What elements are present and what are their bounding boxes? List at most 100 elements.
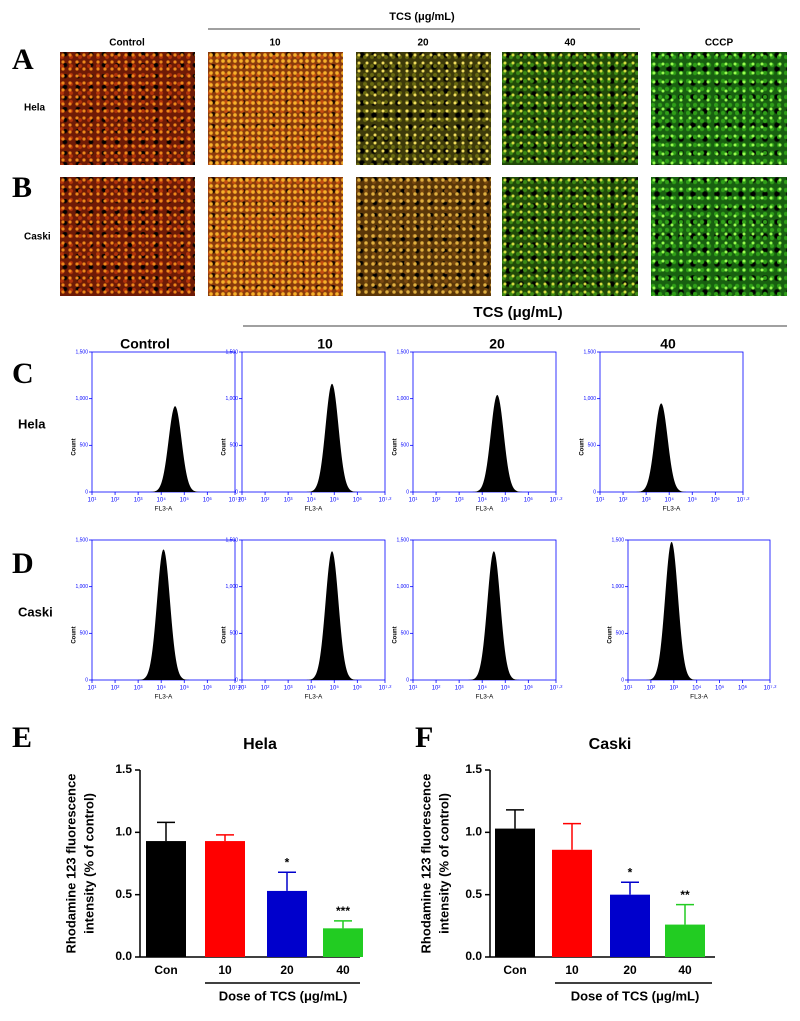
x-tick-label: 10²: [619, 498, 628, 504]
y-tick-label: 1,000: [396, 396, 409, 402]
y-tick-label: 500: [80, 443, 89, 449]
x-tick-label: 10⁷·²: [379, 685, 392, 692]
y-tick-label: 0.5: [115, 887, 132, 901]
bar: [495, 828, 535, 957]
x-tick-label: 10³: [455, 686, 464, 692]
y-tick-label: 500: [230, 631, 239, 637]
x-tick-label: 40: [678, 963, 692, 977]
x-tick-label: 10³: [134, 498, 143, 504]
x-tick-label: 10⁶: [524, 497, 534, 504]
x-tick-label: 10⁵: [688, 497, 698, 504]
histogram: [304, 383, 360, 492]
x-tick-label: 10⁷·²: [550, 497, 563, 504]
x-tick-label: 10²: [261, 686, 270, 692]
x-tick-label: 10¹: [88, 498, 97, 504]
x-tick-label: 10²: [432, 498, 441, 504]
micrograph: [60, 177, 195, 296]
x-tick-label: 10⁵: [180, 685, 190, 692]
x-tick-label: 10³: [455, 498, 464, 504]
y-tick-label: 0: [235, 677, 238, 683]
x-tick-label: 10⁴: [478, 497, 488, 504]
y-axis-label: Count: [608, 626, 614, 643]
y-tick-label: 1,000: [225, 584, 238, 590]
y-tick-label: 1,500: [75, 537, 88, 543]
x-tick-label: 10²: [432, 686, 441, 692]
y-axis-label: Count: [580, 438, 586, 455]
significance: **: [680, 888, 690, 902]
column-label: 20: [417, 38, 429, 49]
y-axis-label: intensity (% of control): [436, 793, 451, 934]
error-bar: [506, 809, 524, 829]
x-tick-label: Con: [154, 963, 177, 977]
x-tick-label: Con: [503, 963, 526, 977]
x-tick-label: 10¹: [624, 686, 633, 692]
y-axis-label: Count: [72, 626, 78, 643]
x-tick-label: 10²: [261, 498, 270, 504]
y-tick-label: 1,000: [75, 396, 88, 402]
column-label: Control: [109, 38, 145, 49]
row-label: Hela: [24, 103, 46, 114]
plot-frame: [91, 351, 236, 493]
y-tick-label: 0: [621, 677, 624, 683]
row-label: Hela: [18, 416, 46, 431]
column-label: 20: [489, 336, 505, 352]
x-axis-label: FL3-A: [155, 694, 173, 701]
y-tick-label: 0: [406, 677, 409, 683]
bar: [146, 841, 186, 957]
micrograph: [356, 177, 491, 296]
y-axis-label: intensity (% of control): [81, 793, 96, 934]
x-tick-label: 10¹: [409, 686, 418, 692]
y-tick-label: 0.0: [465, 949, 482, 963]
y-tick-label: 0: [593, 489, 596, 495]
group-label: TCS (μg/mL): [389, 11, 455, 23]
x-tick-label: 10⁵: [330, 685, 340, 692]
panel-letter: B: [12, 171, 32, 204]
micrograph: [356, 52, 491, 165]
x-axis-label: Dose of TCS (μg/mL): [219, 988, 348, 1003]
x-tick-label: 10⁷·²: [550, 685, 563, 692]
error-bar: [563, 822, 581, 850]
x-tick-label: 10⁴: [157, 685, 167, 692]
x-tick-label: 10⁴: [478, 685, 488, 692]
x-tick-label: 10⁶: [203, 497, 213, 504]
row-label: Caski: [24, 232, 51, 243]
plot-frame: [241, 539, 386, 681]
x-tick-label: 10⁶: [711, 497, 721, 504]
histogram: [304, 551, 360, 680]
error-bar: [278, 871, 296, 891]
y-tick-label: 1,000: [583, 396, 596, 402]
panel-letter: A: [12, 43, 34, 76]
x-tick-label: 10⁷·²: [229, 497, 242, 504]
y-tick-label: 1,000: [225, 396, 238, 402]
row-label: Caski: [18, 604, 53, 619]
x-tick-label: 10⁴: [665, 497, 675, 504]
bar: [205, 841, 245, 957]
histogram: [469, 394, 525, 492]
x-tick-label: 10³: [642, 498, 651, 504]
error-bar: [334, 920, 352, 929]
y-tick-label: 1,500: [396, 349, 409, 355]
micrograph: [651, 177, 787, 296]
x-tick-label: 10⁵: [180, 497, 190, 504]
y-tick-label: 0: [85, 489, 88, 495]
x-axis-label: FL3-A: [155, 506, 173, 513]
x-tick-label: 10⁷·²: [379, 497, 392, 504]
y-tick-label: 1,500: [225, 537, 238, 543]
y-tick-label: 1,000: [611, 584, 624, 590]
x-tick-label: 10⁵: [501, 497, 511, 504]
chart-title: Caski: [589, 736, 632, 753]
x-tick-label: 10⁷·²: [229, 685, 242, 692]
y-tick-label: 1,500: [611, 537, 624, 543]
y-tick-label: 1,000: [396, 584, 409, 590]
bar: [323, 928, 363, 957]
x-tick-label: 10⁶: [524, 685, 534, 692]
y-tick-label: 500: [588, 443, 597, 449]
y-tick-label: 1,000: [75, 584, 88, 590]
y-tick-label: 1.0: [465, 825, 482, 839]
y-tick-label: 500: [80, 631, 89, 637]
panel-letter: F: [415, 721, 433, 754]
x-tick-label: 10¹: [238, 686, 247, 692]
y-tick-label: 0: [235, 489, 238, 495]
y-tick-label: 1,500: [583, 349, 596, 355]
x-tick-label: 40: [336, 963, 350, 977]
